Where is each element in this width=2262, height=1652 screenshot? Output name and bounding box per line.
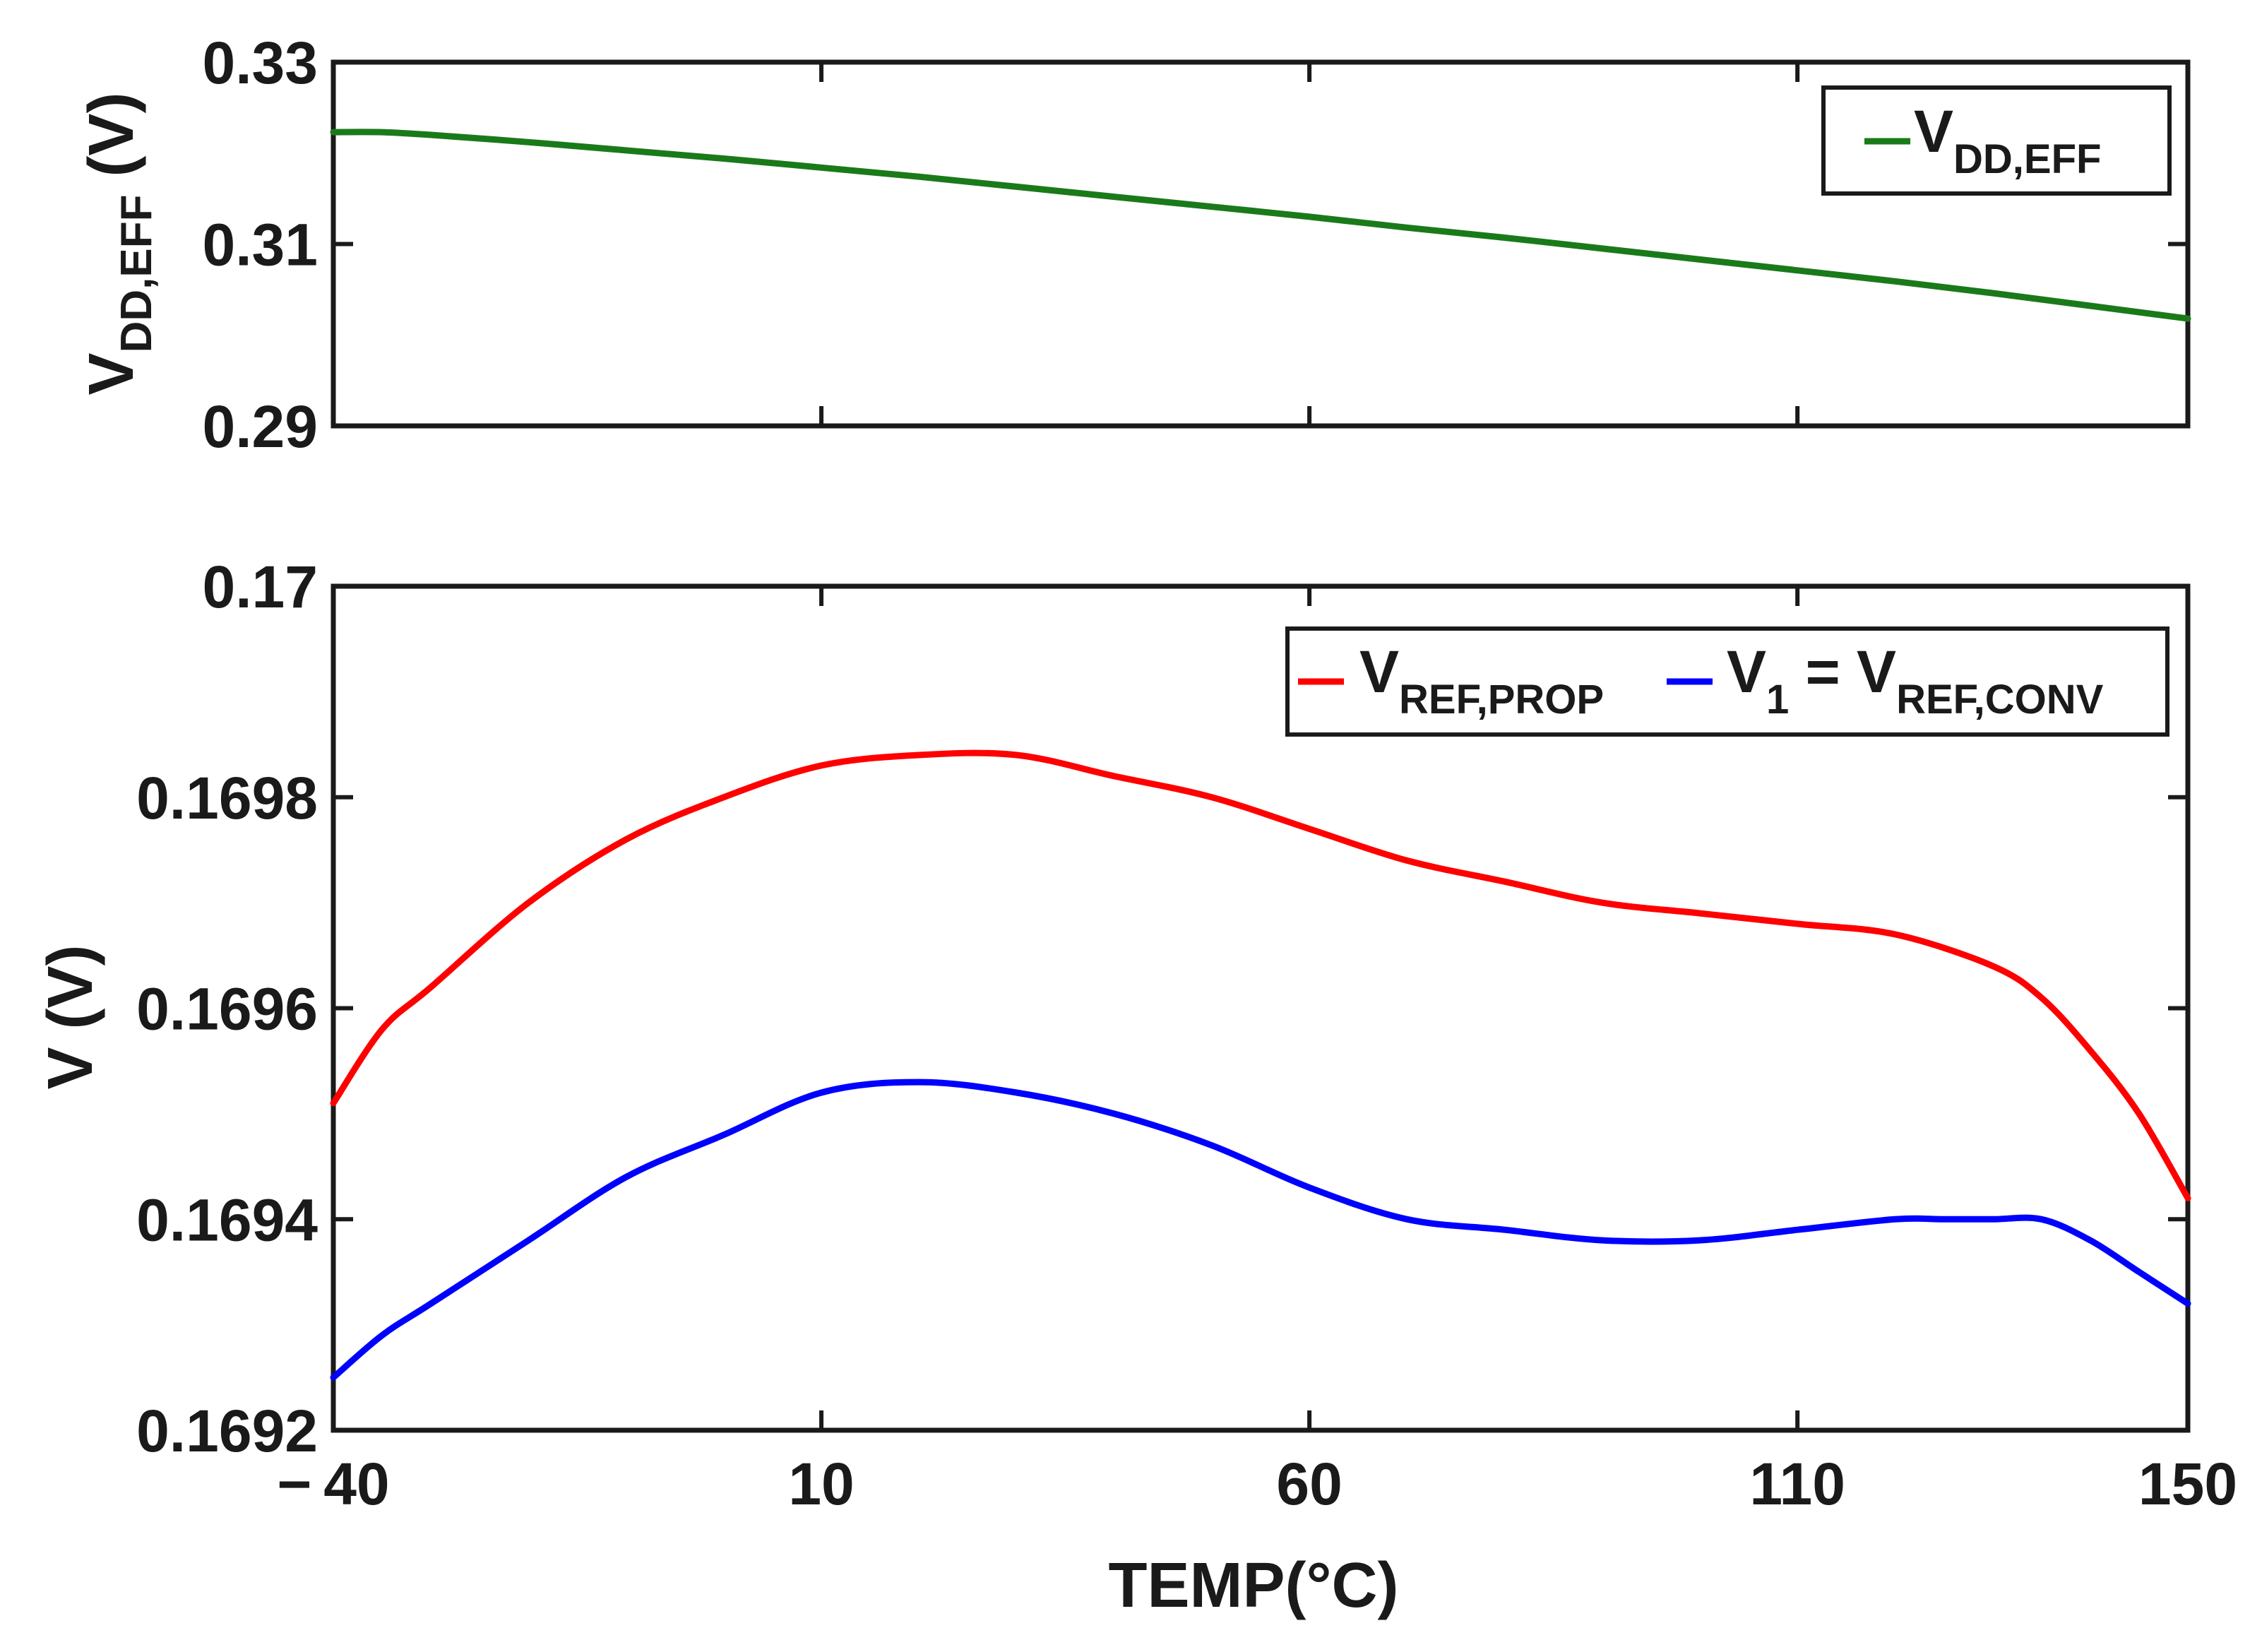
legend-v1-mid: = V <box>1789 638 1896 705</box>
top-legend-label-main: V <box>1914 98 1953 165</box>
bottom-series-lines <box>330 749 2191 1381</box>
bottom-legend-box <box>1285 626 2169 737</box>
bottom-x-axis-title: TEMP(°C) <box>1109 1550 1399 1621</box>
top-y-axis-title-sub: DD,EFF <box>112 195 161 353</box>
legend-label-v1: V1 = VREF,CONV <box>1727 638 2104 723</box>
bottom-legend: VREF,PROP V1 = VREF,CONV <box>1285 626 2169 737</box>
x-tick-label: − 40 <box>277 1451 389 1517</box>
legend-v1-sub: 1 <box>1766 677 1789 723</box>
y-tick-label: 0.31 <box>203 212 319 278</box>
y-tick-label: 0.17 <box>203 554 319 620</box>
top-y-ticks: 0.33 0.31 0.29 <box>203 30 2188 460</box>
top-legend-label: VDD,EFF <box>1914 98 2101 182</box>
x-tick-label: 110 <box>1749 1451 1845 1517</box>
y-tick-label: 0.33 <box>203 30 319 96</box>
bottom-panel: 0.17 0.1698 0.1696 0.1694 0.1692 − 40 10 60 110… <box>35 554 2237 1621</box>
y-tick-label: 0.29 <box>203 393 319 460</box>
bottom-y-axis-title: V (V) <box>35 944 106 1089</box>
legend-vref-prop-main: V <box>1359 638 1399 705</box>
vref-prop-line <box>330 749 2191 1201</box>
y-tick-label: 0.1696 <box>136 976 318 1042</box>
top-y-axis-title: VDD,EFF (V) <box>76 93 161 396</box>
y-tick-label: 0.1694 <box>136 1187 318 1253</box>
top-legend-label-sub: DD,EFF <box>1953 136 2101 182</box>
y-tick-label: 0.1698 <box>136 765 318 831</box>
top-panel: 0.330.310.29 VDD,EFF (V) VDD,EFF <box>76 30 2191 460</box>
v1-vref-conv-line <box>330 1078 2191 1381</box>
bottom-y-ticks: 0.17 0.1698 0.1696 0.1694 0.1692 <box>136 554 2188 1464</box>
y-tick-label: 0.1692 <box>136 1398 318 1464</box>
legend-label-vref-prop: VREF,PROP <box>1359 638 1604 723</box>
x-tick-label: 60 <box>1276 1451 1342 1517</box>
legend-v1-main: V <box>1727 638 1766 705</box>
top-legend: VDD,EFF <box>1821 85 2172 196</box>
legend-vref-prop-sub: REF,PROP <box>1399 677 1604 723</box>
legend-v1-sub2: REF,CONV <box>1896 677 2104 723</box>
x-tick-label: 10 <box>788 1451 854 1517</box>
top-y-axis-title-unit: (V) <box>76 93 147 195</box>
x-tick-label: 150 <box>2138 1451 2237 1517</box>
top-y-axis-title-main: V <box>76 352 147 395</box>
bottom-x-ticks: − 40 10 60 110 150 <box>277 586 2237 1517</box>
vdd-eff-line <box>330 129 2191 322</box>
